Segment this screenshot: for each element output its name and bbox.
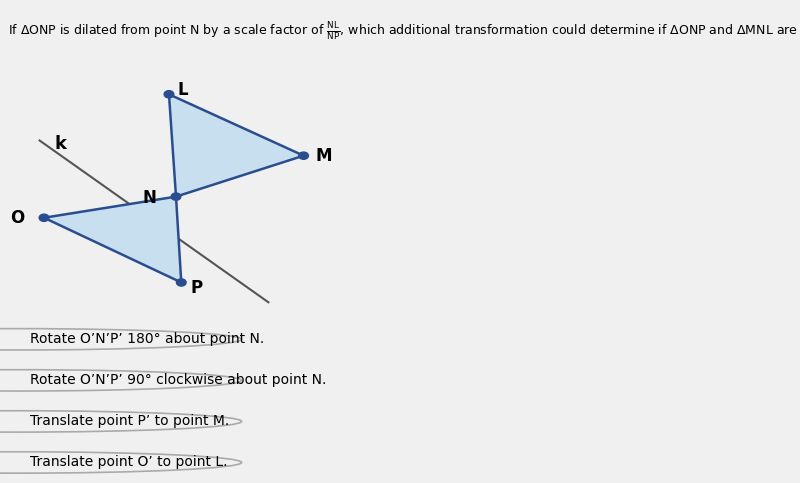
Text: M: M — [315, 147, 331, 165]
Circle shape — [39, 214, 49, 221]
Text: L: L — [178, 81, 188, 99]
Text: P: P — [191, 279, 203, 297]
Circle shape — [171, 193, 181, 200]
Text: Rotate O’N’P’ 180° about point N.: Rotate O’N’P’ 180° about point N. — [30, 332, 265, 346]
Text: k: k — [54, 135, 66, 153]
Text: If $\Delta$ONP is dilated from point N by a scale factor of $\mathregular{\frac{: If $\Delta$ONP is dilated from point N b… — [8, 20, 800, 43]
Circle shape — [164, 91, 174, 98]
Text: Rotate O’N’P’ 90° clockwise about point N.: Rotate O’N’P’ 90° clockwise about point … — [30, 373, 326, 387]
Polygon shape — [169, 94, 304, 197]
Text: O: O — [10, 209, 25, 227]
Text: N: N — [142, 189, 157, 207]
Text: Translate point P’ to point M.: Translate point P’ to point M. — [30, 414, 230, 428]
Circle shape — [177, 279, 186, 286]
Circle shape — [298, 152, 309, 159]
Polygon shape — [44, 197, 182, 283]
Text: Translate point O’ to point L.: Translate point O’ to point L. — [30, 455, 228, 469]
